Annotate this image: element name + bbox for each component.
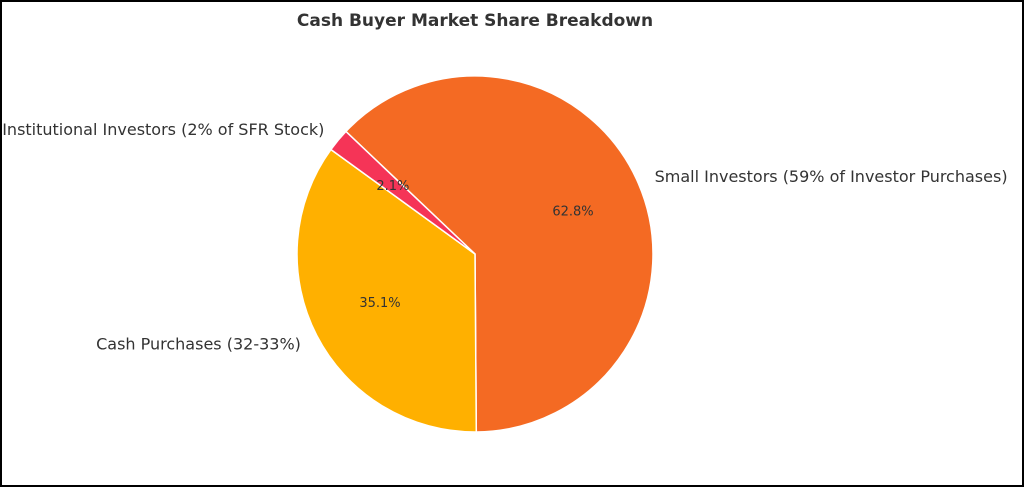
pie-slice-cash-purchases [296,148,478,433]
slice-label-cash-purchases: Cash Purchases (32-33%) [96,335,301,354]
pie-labels: 62.8% Small Investors (59% of Investor Pu… [2,120,1007,354]
chart-title: Cash Buyer Market Share Breakdown [297,11,653,31]
pie-slice-small-investors [344,75,654,433]
slice-label-institutional-investors: Institutional Investors (2% of SFR Stock… [2,120,324,139]
pie-slices [296,75,654,433]
pct-label-small-investors: 62.8% [552,205,593,220]
pie-slice-institutional-investors [329,130,476,255]
pct-label-institutional-investors: 2.1% [376,179,409,194]
pct-label-cash-purchases: 35.1% [359,296,400,311]
slice-label-small-investors: Small Investors (59% of Investor Purchas… [655,167,1008,186]
